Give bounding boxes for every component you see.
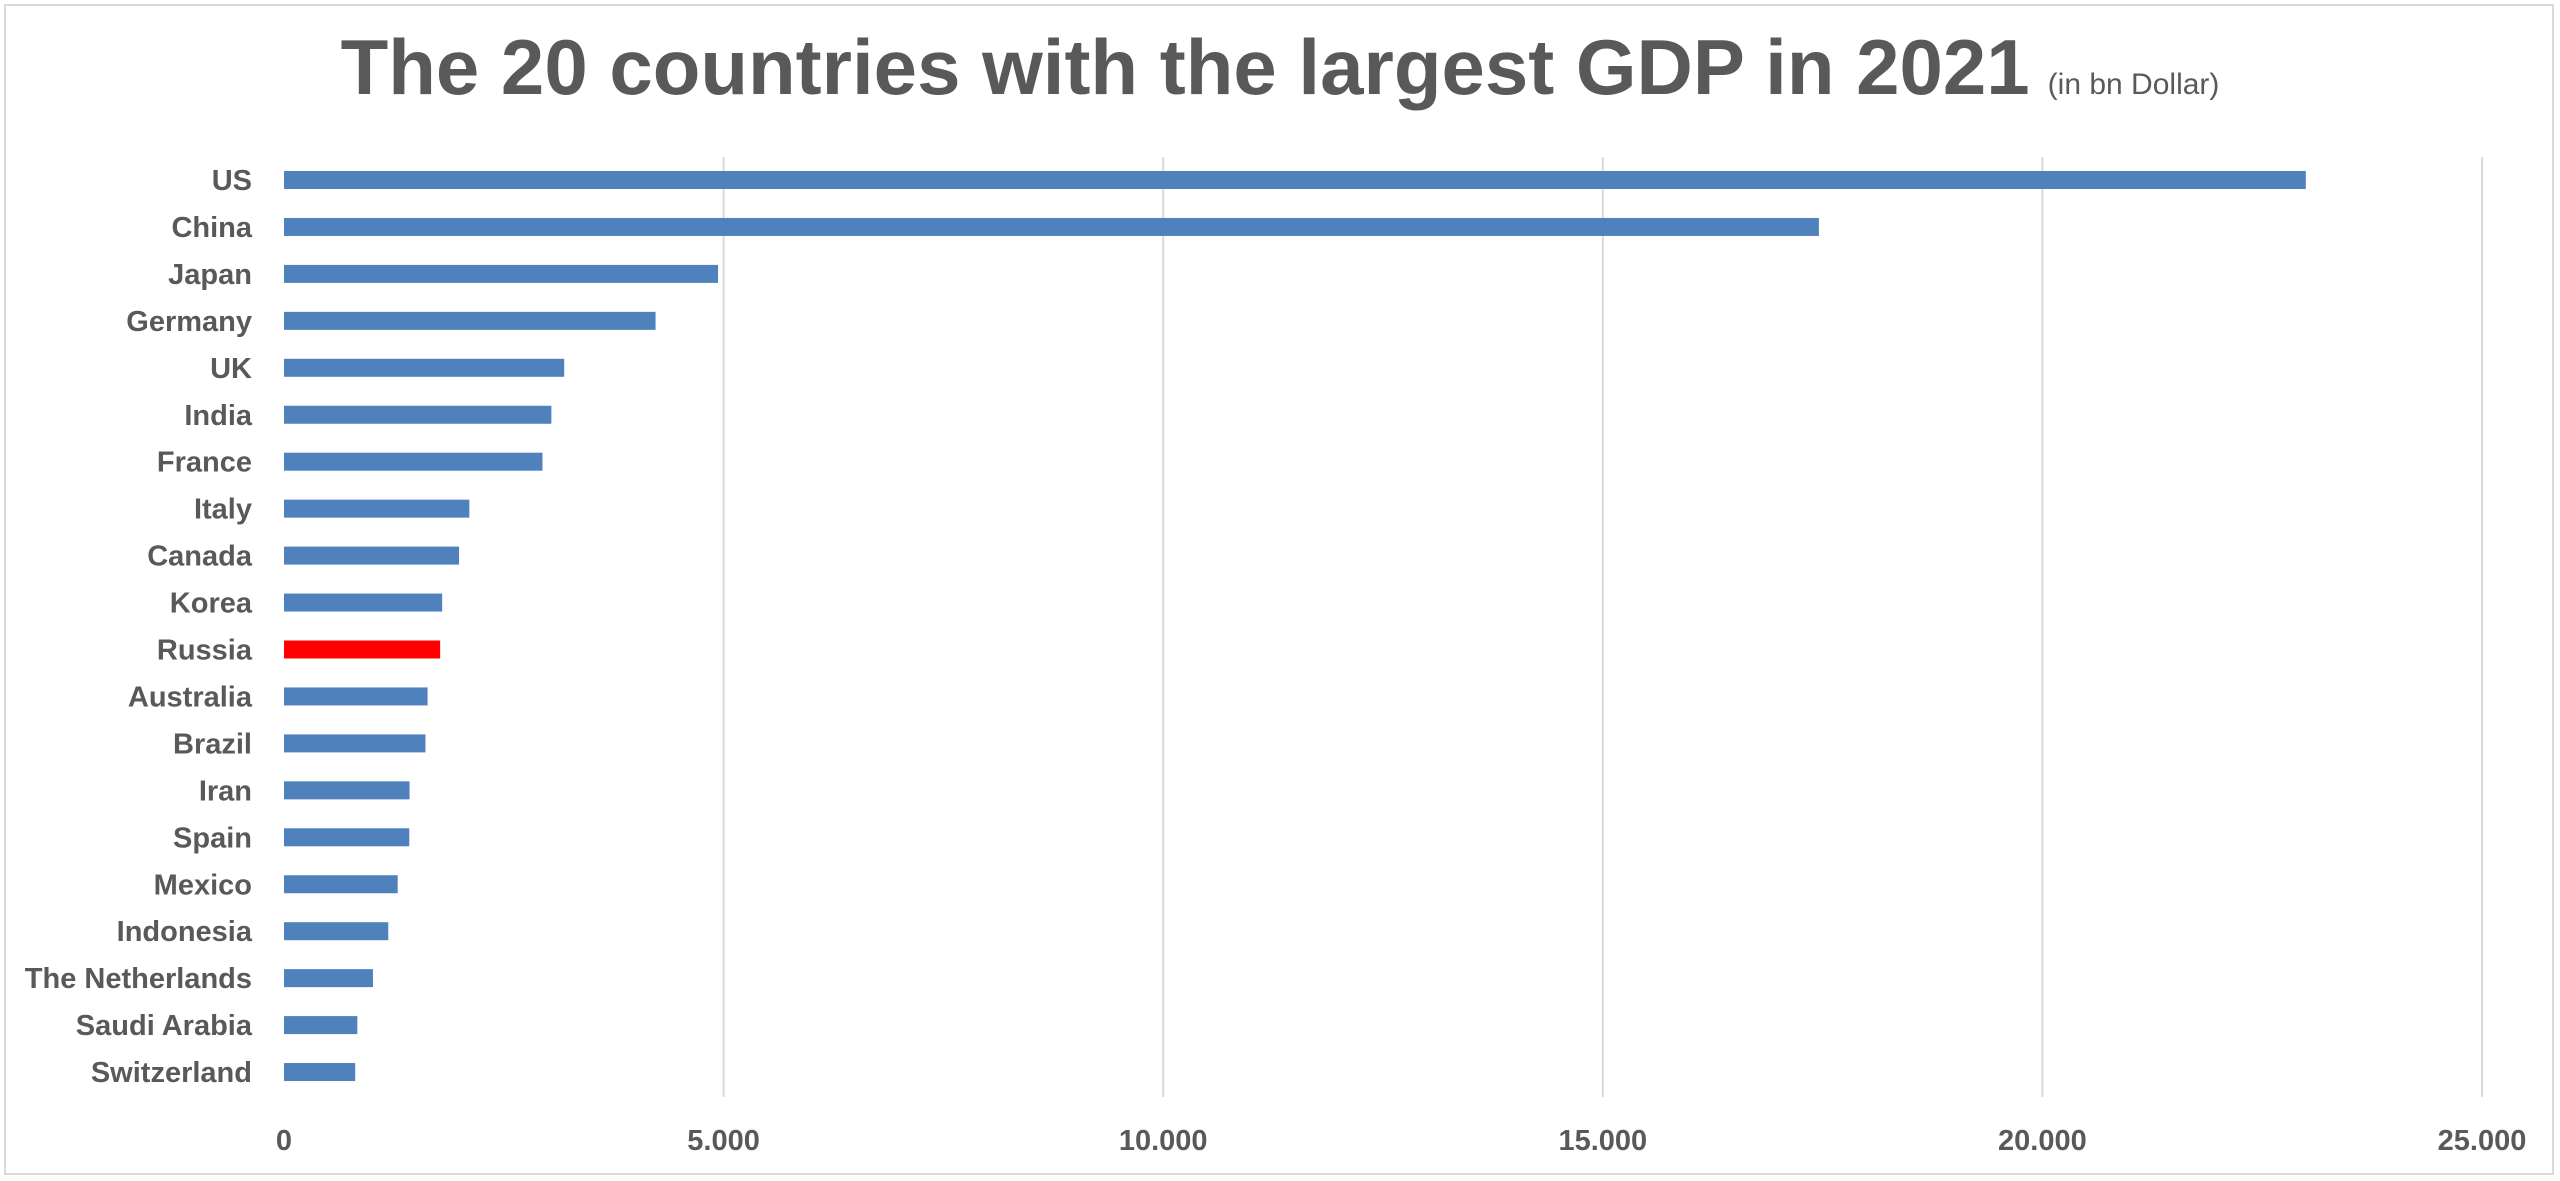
bar <box>284 217 1819 236</box>
category-label: China <box>171 212 252 244</box>
bar <box>284 1063 356 1082</box>
bar <box>284 1016 358 1035</box>
bar <box>284 452 543 471</box>
bar <box>284 922 389 941</box>
category-label: Italy <box>194 494 252 526</box>
bar <box>284 358 565 377</box>
category-label: The Netherlands <box>25 963 252 995</box>
category-label: Brazil <box>173 728 252 760</box>
category-label: India <box>184 400 253 432</box>
category-label: Russia <box>157 635 253 667</box>
category-label: Korea <box>170 588 253 620</box>
bar <box>284 405 552 424</box>
category-label: US <box>212 165 252 197</box>
category-label: Canada <box>147 541 253 573</box>
category-label: Saudi Arabia <box>76 1010 253 1042</box>
category-label: Mexico <box>154 869 252 901</box>
bar <box>284 499 470 518</box>
bar <box>284 828 410 847</box>
tick-label: 5.000 <box>687 1125 760 1157</box>
bar <box>284 640 441 659</box>
bar <box>284 546 460 565</box>
tick-label: 25.000 <box>2438 1125 2527 1157</box>
tick-label: 15.000 <box>1558 1125 1647 1157</box>
bar <box>284 593 443 612</box>
tick-label: 10.000 <box>1119 1125 1208 1157</box>
bar <box>284 969 373 988</box>
bar <box>284 311 656 330</box>
tick-label: 0 <box>276 1125 292 1157</box>
category-label: Australia <box>128 681 253 713</box>
tick-label: 20.000 <box>1998 1125 2087 1157</box>
bar <box>284 781 410 800</box>
bar <box>284 687 428 706</box>
bar <box>284 734 426 753</box>
category-label: UK <box>210 353 252 385</box>
bar <box>284 264 719 283</box>
chart-frame <box>4 4 2554 1175</box>
category-label: France <box>157 447 252 479</box>
bar <box>284 875 398 894</box>
chart-title-block: The 20 countries with the largest GDP in… <box>0 22 2560 113</box>
category-label: Germany <box>126 306 252 338</box>
category-label: Japan <box>168 259 252 291</box>
category-label: Switzerland <box>91 1057 252 1089</box>
chart-subtitle: (in bn Dollar) <box>2047 68 2220 101</box>
category-label: Indonesia <box>117 916 253 948</box>
category-label: Spain <box>173 822 252 854</box>
category-label: Iran <box>199 775 252 807</box>
chart-title: The 20 countries with the largest GDP in… <box>340 23 2030 111</box>
bar <box>284 171 2306 189</box>
